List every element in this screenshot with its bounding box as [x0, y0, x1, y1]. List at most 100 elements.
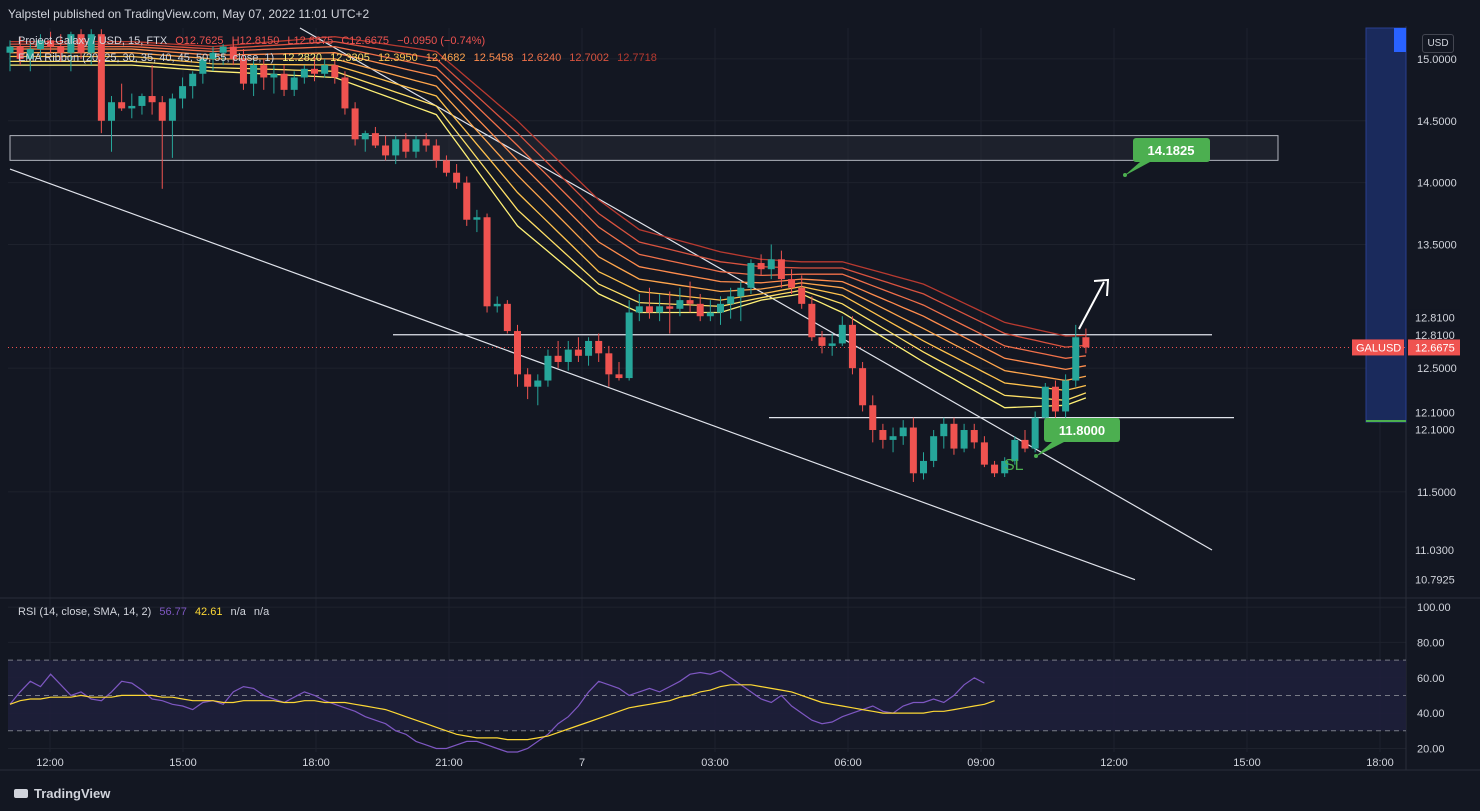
ema-ribbon: [10, 36, 1087, 409]
time-tick-label: 18:00: [302, 757, 330, 769]
candle-body: [1041, 386, 1049, 418]
rsi-lines: [9, 670, 995, 753]
currency-button[interactable]: USD: [1422, 34, 1454, 53]
price-tick-label: 14.5000: [1417, 116, 1457, 128]
candle-body: [300, 68, 308, 78]
ema-value-20: 12.2820: [282, 52, 323, 64]
target-label-text: 14.1825: [1148, 143, 1195, 158]
axes[interactable]: 12:00 15:00 18:00 21:00 7 03:00 06:00 09:00 12:0…: [36, 54, 1460, 769]
symbol-tag: GALUSD: [1356, 342, 1401, 354]
candle-body: [473, 217, 481, 220]
candle-body: [189, 73, 197, 87]
rsi-band-area: [8, 659, 1406, 732]
candle-body: [1031, 417, 1039, 449]
candle-body: [321, 65, 329, 74]
candle-body: [848, 324, 856, 369]
ohlc-low: L12.6675: [287, 35, 334, 47]
sl-text: SL: [1004, 457, 1024, 474]
candle-body: [199, 58, 207, 74]
price-label-bg: [1408, 571, 1460, 588]
candle-body: [859, 368, 867, 406]
candle-body: [138, 96, 146, 106]
candle-body: [341, 77, 349, 109]
stoploss-label-dot: [1034, 454, 1038, 458]
candle-body: [108, 102, 115, 121]
candle-body: [757, 263, 765, 270]
rsi-tick-label: 80.00: [1417, 637, 1445, 649]
ema-line-55: [10, 36, 1086, 337]
target-label-pointer: [1124, 162, 1150, 176]
candle-body: [899, 427, 907, 437]
candle-body: [564, 349, 572, 362]
candle-body: [402, 139, 410, 152]
candle-body: [36, 40, 44, 50]
candle-body: [777, 259, 785, 280]
candle-body: [940, 423, 948, 437]
stoploss-label-text: 11.8000: [1059, 423, 1105, 438]
ema-value-25: 12.3305: [330, 52, 370, 64]
tradingview-branding[interactable]: TradingView: [14, 786, 110, 801]
candle-body: [361, 133, 369, 140]
ema-value-55: 12.7718: [617, 52, 657, 64]
highlight-zone: [1365, 27, 1407, 423]
ema-value-30: 12.3950: [377, 52, 418, 64]
ohlc-change: −0.0950 (−0.74%): [397, 35, 486, 47]
candle-body: [118, 102, 126, 109]
candle-body: [645, 306, 653, 313]
candle-body: [625, 312, 633, 379]
candle-body: [717, 303, 724, 313]
ohlc-close: C12.6675: [341, 35, 390, 47]
candle-body: [534, 380, 542, 387]
ema-legend[interactable]: EMA Ribbon (20, 25, 30, 35, 40, 45, 50, …: [18, 52, 662, 64]
candle-body: [57, 46, 65, 53]
candle-body: [148, 96, 156, 103]
rsi-na-2: n/a: [253, 606, 270, 618]
candle-body: [828, 343, 836, 346]
ema-value-40: 12.5458: [473, 52, 514, 64]
rsi-tick-label: 40.00: [1417, 708, 1445, 720]
rsi-sma-line: [9, 684, 995, 741]
candle-body: [311, 68, 318, 74]
candle-body: [656, 306, 664, 313]
candle-body: [666, 306, 674, 309]
up-arrow-head: [1093, 278, 1110, 297]
price-label-bg: [1408, 404, 1460, 421]
publisher-header: Yalpstel published on TradingView.com, M…: [8, 7, 370, 21]
time-tick-label: 09:00: [967, 757, 995, 769]
price-label: 12.8100: [1415, 312, 1455, 324]
ema-name: EMA Ribbon (20, 25, 30, 35, 40, 45, 50, …: [18, 52, 275, 64]
ema-line-30: [10, 55, 1087, 392]
candle-body: [514, 331, 521, 375]
candle-body: [77, 34, 85, 53]
price-tick-label: 12.5000: [1417, 363, 1457, 375]
candle-body: [250, 65, 258, 84]
candle-body: [615, 374, 623, 379]
candle-body: [371, 133, 379, 146]
candle-body: [808, 303, 816, 338]
rsi-value: 56.77: [159, 606, 187, 618]
candle-body: [432, 145, 440, 161]
candle-body: [229, 46, 237, 59]
rsi-legend[interactable]: RSI (14, close, SMA, 14, 2) 56.77 42.61 …: [18, 606, 274, 618]
time-tick-label: 15:00: [1233, 757, 1261, 769]
tradingview-logo-icon: [14, 789, 28, 798]
candle-body: [47, 40, 55, 47]
candle-body: [483, 217, 491, 307]
candle-body: [574, 349, 582, 356]
candle-body: [87, 34, 95, 53]
time-tick-label: 12:00: [36, 757, 64, 769]
highlight-zone-tab: [1394, 28, 1406, 52]
candle-body: [382, 145, 390, 156]
rsi-tick-label: 20.00: [1417, 743, 1445, 755]
symbol-legend[interactable]: Project Galaxy / USD, 15, FTX O12.7625 H…: [18, 35, 490, 47]
candles[interactable]: [6, 29, 1090, 482]
candle-body: [767, 259, 775, 270]
price-label: 12.1000: [1415, 424, 1455, 436]
candle-body: [676, 300, 684, 309]
descending-trendline-lower: [9, 168, 1136, 581]
candle-body: [351, 108, 359, 140]
time-tick-label: 21:00: [435, 757, 463, 769]
candle-body: [1082, 337, 1090, 348]
target-label-box: [1133, 138, 1210, 162]
